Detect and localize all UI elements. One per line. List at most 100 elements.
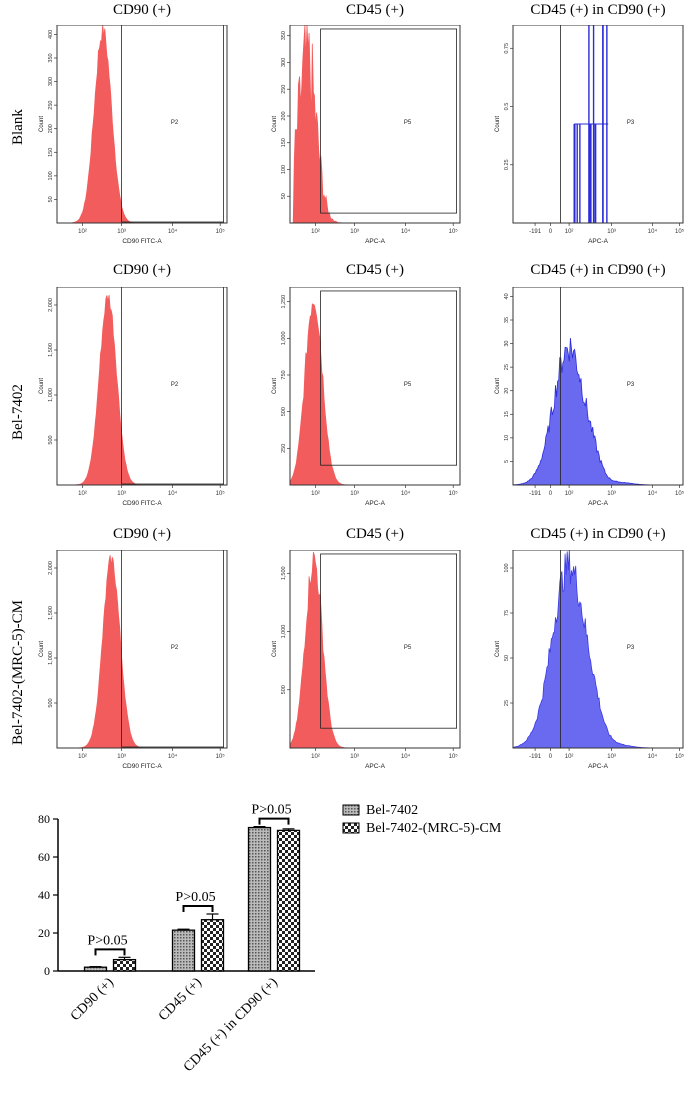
plot-frame (56, 550, 228, 749)
y-tick-label: 25 (504, 700, 510, 706)
category-label: CD45 (+) (156, 975, 205, 1024)
x-tick-label: 10⁵ (216, 753, 226, 760)
panel-title: CD45 (+) (345, 262, 405, 278)
y-tick-label: 50 (48, 196, 54, 202)
histogram-panel: P3 25 50 75 100 Count -191 0 10² 10³ 10⁴ 10⁵ APC-A (495, 550, 685, 770)
y-tick-label: 1,000 (48, 388, 54, 402)
y-axis-label: Count (495, 378, 501, 394)
gate-box (320, 553, 457, 729)
x-axis-label: APC-A (588, 763, 609, 770)
x-tick-label: 10³ (607, 754, 616, 760)
gate-box (121, 287, 224, 485)
y-tick-label: 400 (48, 30, 54, 39)
histogram-panel: P3 5 10 15 20 25 30 35 40 Count -191 0 10² 10³ 10⁴ 10⁵ A… (495, 287, 685, 507)
y-tick-label: 2,000 (48, 298, 54, 312)
y-tick-label: 1,500 (48, 343, 54, 357)
x-tick-label: 10⁵ (216, 490, 226, 497)
x-axis-label: APC-A (588, 238, 609, 245)
y-tick-label: 35 (504, 317, 510, 323)
x-tick-label: 10² (78, 754, 87, 760)
y-tick-label: 750 (281, 370, 287, 379)
y-tick-label: 20 (504, 388, 510, 394)
panel-title: CD90 (+) (112, 2, 172, 18)
legend-label: Bel-7402-(MRC-5)-CM (366, 821, 502, 836)
y-tick-label: 100 (48, 171, 54, 180)
x-tick-label: 10² (565, 229, 574, 235)
x-tick-label: 10⁵ (449, 753, 459, 760)
x-tick-label: 10² (565, 491, 574, 497)
histogram-area (512, 337, 683, 486)
x-tick-label: 10⁵ (216, 228, 226, 235)
y-tick-label: 5 (504, 460, 510, 463)
histogram-panel: P2 500 1,000 1,500 2,000 Count 10² 10³ 10⁴ 10⁵ CD9… (39, 550, 228, 770)
plot-frame (289, 287, 461, 486)
significance-label: P>0.05 (175, 890, 215, 905)
x-tick-label: 10² (78, 229, 87, 235)
y-tick-label: 1,500 (281, 566, 287, 580)
y-tick-label: 75 (504, 610, 510, 616)
gate-box (121, 25, 224, 223)
bar-bel-7402 (171, 929, 196, 972)
y-tick-label: 250 (48, 101, 54, 110)
gate-label: P3 (627, 645, 635, 651)
legend-swatch (342, 804, 360, 816)
y-tick-label: 300 (48, 77, 54, 86)
y-tick-label: 350 (281, 31, 287, 40)
y-tick-label: 200 (281, 111, 287, 120)
histogram-spikes (573, 25, 609, 223)
gate-label: P5 (404, 645, 412, 651)
panel-title: CD45 (+) in CD90 (+) (530, 262, 666, 278)
y-axis-label: Count (272, 641, 278, 657)
x-tick-label: 10² (565, 754, 574, 760)
panel-title: CD45 (+) (345, 2, 405, 18)
x-tick-label: 10⁵ (675, 228, 685, 235)
y-tick-label: 0.5 (504, 103, 510, 111)
plot-frame (289, 25, 461, 224)
x-tick-label: 10⁴ (168, 228, 178, 235)
x-tick-label: 10³ (117, 229, 126, 235)
y-axis-label: Count (495, 641, 501, 657)
significance-label: P>0.05 (251, 803, 291, 818)
histogram-panel: P3 0.25 0.5 0.75 Count -191 0 10² 10³ 10⁴ 10⁵ APC-A (495, 25, 685, 245)
significance-bracket (182, 905, 214, 912)
x-axis-label: APC-A (365, 500, 386, 507)
y-tick-label: 150 (48, 148, 54, 157)
histogram-panel: P5 50 100 150 200 250 300 350 Count 10² 10³ 10⁴ 10⁵ A… (272, 25, 461, 245)
plot-frame (512, 287, 684, 486)
x-tick-label: 10² (311, 754, 320, 760)
x-tick-label: 10⁴ (401, 228, 411, 235)
histogram-panel: P5 500 1,000 1,500 Count 10² 10³ 10⁴ 10⁵ APC-A (272, 550, 461, 770)
y-tick-label: 30 (504, 341, 510, 347)
y-tick-label: 1,000 (48, 651, 54, 665)
y-tick-label: 200 (48, 124, 54, 133)
x-tick-label: 10³ (117, 754, 126, 760)
significance-bracket (94, 948, 126, 956)
y-tick-label: 80 (38, 812, 50, 826)
x-tick-label: -191 (529, 754, 542, 760)
bar-bel-7402-mrc5-cm (112, 958, 137, 972)
y-tick-label: 1,500 (48, 606, 54, 620)
plot-frame (512, 25, 684, 224)
bar-bel-7402 (247, 826, 272, 972)
histogram-area (57, 555, 227, 749)
x-tick-label: 10⁴ (168, 490, 178, 497)
y-axis-label: Count (495, 116, 501, 132)
x-axis-label: APC-A (365, 763, 386, 770)
x-tick-label: 0 (549, 229, 553, 235)
legend-label: Bel-7402 (366, 803, 418, 818)
x-tick-label: 10⁵ (449, 228, 459, 235)
gate-box (320, 290, 457, 466)
x-tick-label: 10⁵ (675, 490, 685, 497)
histogram-panel: P2 50 100 150 200 250 300 350 400 Count 10² 10³ 10⁴ 1… (39, 25, 228, 245)
gate-label: P5 (404, 382, 412, 388)
histogram-area (57, 25, 227, 224)
panel-title: CD90 (+) (112, 262, 172, 278)
y-tick-label: 0.25 (504, 159, 510, 170)
significance-bracket (258, 817, 290, 825)
y-tick-label: 15 (504, 411, 510, 417)
x-tick-label: 10² (311, 229, 320, 235)
y-tick-label: 150 (281, 138, 287, 147)
y-tick-label: 2,000 (48, 561, 54, 575)
x-tick-label: 10⁴ (648, 490, 658, 497)
histogram-panel: P2 500 1,000 1,500 2,000 Count 10² 10³ 10⁴ 10⁵ CD9… (39, 287, 228, 507)
